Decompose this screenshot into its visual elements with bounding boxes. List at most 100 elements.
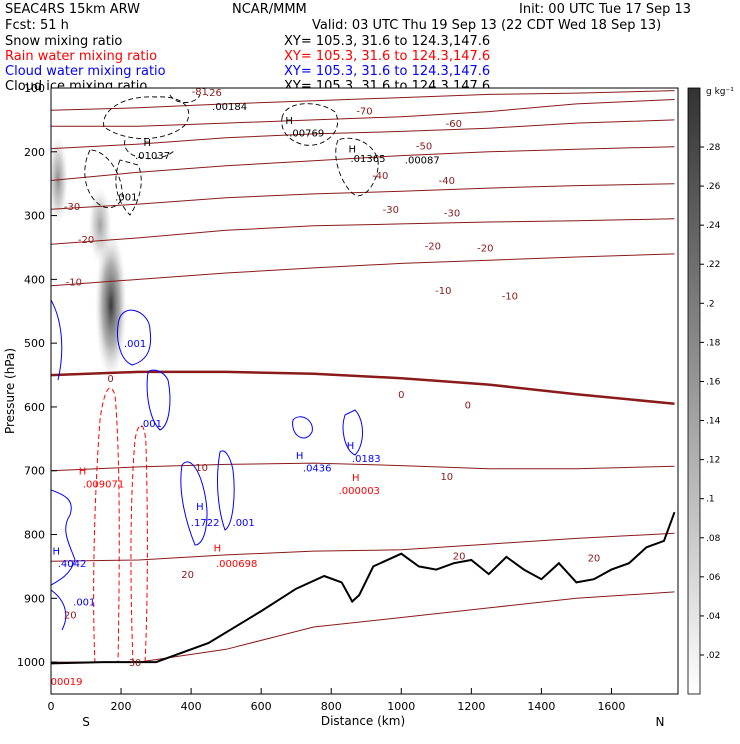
cloud-water-contour — [342, 409, 363, 456]
x-axis-end-right: N — [656, 715, 665, 729]
valid-time: Valid: 03 UTC Thu 19 Sep 13 (22 CDT Wed … — [312, 18, 661, 33]
x-axis-end-left: S — [82, 715, 90, 729]
plot-contents: -70 -60 -50 -40 -40 -30 -30 -30 -20 -20 -20 -10 -10 -… — [48, 88, 676, 688]
colorbar — [687, 87, 701, 695]
y-tick-label: 100 — [24, 82, 45, 95]
snow-shading-plume — [95, 230, 127, 380]
max-value-label: .00769 — [289, 129, 324, 140]
max-value-label: .001 — [124, 339, 146, 350]
x-tick-label: 0 — [48, 700, 55, 713]
colorbar-ticks: .02 .04 .06 .08 .1 .12 .14 .16 .18 .2 .22 .24 .26 .28 — [700, 143, 721, 661]
cloud-water-contours — [51, 299, 363, 631]
isotherm-label: -30 — [383, 205, 399, 216]
isotherm-label: -30 — [64, 202, 80, 213]
colorbar-tick-label: .16 — [706, 377, 721, 387]
colorbar-tick-label: .14 — [706, 417, 721, 427]
max-value-label: .000698 — [216, 559, 257, 570]
max-value-label: .00019 — [48, 677, 83, 688]
y-tick-label: 500 — [24, 337, 45, 350]
colorbar-tick-label: .24 — [706, 221, 721, 231]
rain-contour — [93, 387, 120, 664]
y-tick-label: 800 — [24, 529, 45, 542]
max-value-label: .001 — [140, 419, 162, 430]
terrain-outline — [51, 511, 676, 665]
x-tick-label: 200 — [111, 700, 132, 713]
max-value-label: .0436 — [303, 464, 332, 475]
isotherm-label: -30 — [444, 208, 460, 219]
isotherm-line — [51, 183, 675, 210]
cloud-ice-contour — [84, 149, 123, 209]
isotherm-label: 20 — [453, 552, 466, 563]
field-xy-range: XY= 105.3, 31.6 to 124.3,147.6 — [284, 34, 490, 49]
x-tick-label: 800 — [321, 700, 342, 713]
max-value-label: .1722 — [191, 518, 220, 529]
plot-frame — [50, 87, 679, 695]
cloud-ice-contour — [281, 103, 339, 146]
high-marker: H — [214, 543, 222, 554]
cloud-water-contour — [146, 369, 171, 431]
y-tick-label: 600 — [24, 401, 45, 414]
x-tick-label: 400 — [181, 700, 202, 713]
isotherm-line — [51, 253, 675, 287]
high-marker: H — [347, 441, 355, 452]
high-marker: H — [296, 451, 304, 462]
y-tick-label: 700 — [24, 465, 45, 478]
isotherm-label: 20 — [181, 570, 194, 581]
isotherm-label: 30 — [129, 658, 142, 669]
field-label: Snow mixing ratio — [5, 34, 122, 49]
rain-contours — [93, 387, 148, 664]
max-value-label: .009071 — [83, 479, 124, 490]
isotherm-line — [51, 99, 675, 127]
colorbar-tick-label: .12 — [706, 456, 720, 466]
model-name: SEAC4RS 15km ARW — [5, 2, 140, 17]
isotherm-label: 0 — [107, 374, 113, 385]
colorbar-tick-label: .2 — [706, 299, 715, 309]
isotherm-label: -70 — [356, 106, 372, 117]
high-marker: H — [348, 145, 356, 156]
isotherm-line — [51, 218, 675, 245]
isotherm-line — [51, 146, 675, 181]
cloud-water-contour — [217, 450, 235, 531]
isotherm-label: -20 — [78, 235, 94, 246]
init-time: Init: 00 UTC Tue 17 Sep 13 — [519, 2, 691, 17]
isotherm-label: -10 — [66, 277, 82, 288]
cloud-water-contour — [51, 299, 63, 381]
isotherm-labels: -70 -60 -50 -40 -40 -30 -30 -30 -20 -20 -20 -10 -10 -… — [64, 88, 601, 669]
colorbar-tick-label: .1 — [706, 495, 715, 505]
cloud-ice-contour — [169, 94, 201, 103]
organization: NCAR/MMM — [232, 2, 307, 17]
cloud-ice-contours — [84, 94, 379, 216]
isotherm-label: 0 — [465, 400, 471, 411]
y-axis-label: Pressure (hPa) — [3, 348, 17, 434]
colorbar-tick-label: .26 — [706, 182, 721, 192]
isotherm-label: -10 — [435, 286, 451, 297]
isotherm-contours — [51, 90, 675, 663]
isotherm-label: -20 — [425, 242, 441, 253]
max-value-label: .000003 — [339, 486, 380, 497]
colorbar-tick-label: .22 — [706, 260, 720, 270]
max-value-label: .4042 — [58, 559, 87, 570]
field-label: Rain water mixing ratio — [5, 49, 157, 64]
cloud-ice-contour — [115, 159, 142, 216]
isotherm-label: 20 — [64, 610, 77, 621]
cloud-ice-contour — [103, 96, 190, 139]
isotherm-label: 20 — [588, 553, 601, 564]
isotherm-line — [51, 370, 675, 406]
high-marker: H — [196, 502, 204, 513]
cloud-water-contour — [292, 416, 313, 439]
y-tick-label: 900 — [24, 592, 45, 605]
colorbar-tick-label: .06 — [706, 573, 721, 583]
isotherm-line — [51, 462, 675, 472]
colorbar-tick-label: .04 — [706, 612, 721, 622]
isotherm-label: -10 — [502, 291, 518, 302]
isotherm-line — [51, 90, 675, 111]
max-value-label: .001 — [233, 518, 255, 529]
y-axis: 1000 900 800 700 600 500 400 300 200 100 — [17, 82, 57, 669]
field-label: Cloud water mixing ratio — [5, 64, 166, 79]
colorbar-units: g kg⁻¹ — [706, 87, 734, 97]
colorbar-tick-label: .18 — [706, 338, 721, 348]
max-value-label: .0183 — [352, 454, 381, 465]
colorbar-tick-label: .28 — [706, 143, 721, 153]
